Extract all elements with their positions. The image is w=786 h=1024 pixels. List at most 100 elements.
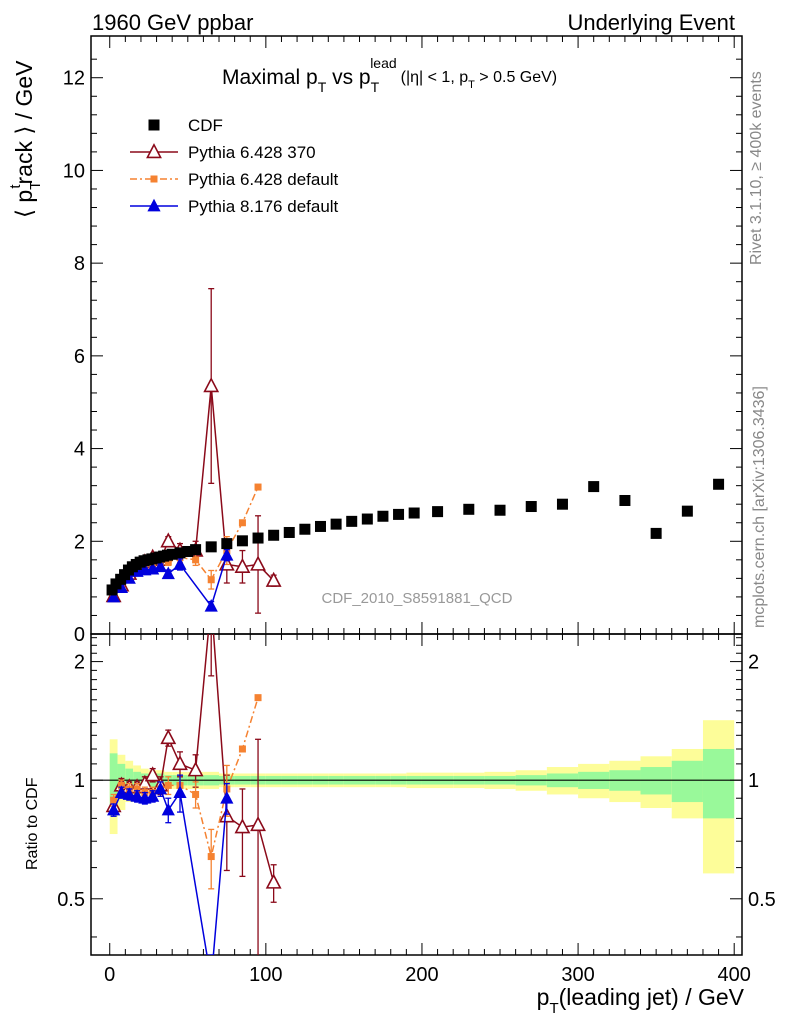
data-point [207, 576, 215, 584]
legend-label: CDF [188, 116, 223, 135]
uncertainty-bands [109, 720, 735, 874]
data-point [377, 510, 389, 522]
data-point [164, 558, 172, 566]
data-point [107, 589, 121, 603]
data-point [220, 547, 234, 561]
data-point [238, 519, 246, 527]
y-tick-label: 10 [63, 160, 85, 182]
title-sub2: T [371, 79, 380, 95]
ratio-tick-label: 0.5 [57, 889, 85, 911]
ylabel-sup: t [7, 184, 24, 189]
data-point [283, 526, 295, 538]
legend: CDF Pythia 6.428 370 Pythia 6.428 default P… [130, 116, 339, 216]
band-inner [109, 753, 118, 813]
data-point [619, 494, 631, 506]
plot-title: Maximal pT vs pTlead(|η| < 1, pT > 0.5 G… [222, 55, 557, 95]
data-point [153, 559, 168, 573]
ratio-frame [90, 633, 743, 956]
data-point [133, 785, 141, 793]
data-point [713, 478, 725, 490]
data-point [238, 745, 246, 753]
x-tick-label: 100 [249, 964, 282, 986]
data-point [114, 785, 129, 799]
data-point [252, 532, 264, 544]
data-point [268, 529, 280, 541]
data-point [107, 802, 121, 816]
legend-label: Pythia 8.176 default [188, 197, 339, 216]
data-point [346, 515, 358, 527]
data-point [110, 796, 118, 804]
header-left: 1960 GeV ppbar [92, 10, 253, 35]
ratio-tick-label-right: 1 [748, 770, 759, 792]
title-sup2: lead [370, 55, 396, 71]
title-sub1: T [318, 79, 327, 95]
y-tick-label: 12 [63, 68, 85, 90]
xlabel-a: p [537, 984, 550, 1010]
series-line [112, 787, 228, 955]
data-point [408, 507, 420, 519]
title-cond-sub: T [468, 79, 475, 91]
data-point [236, 535, 248, 547]
data-point [254, 483, 262, 491]
data-point [393, 508, 405, 520]
x-tick-label: 0 [104, 964, 115, 986]
data-point [166, 548, 178, 560]
data-point [254, 694, 262, 702]
data-point [556, 498, 568, 510]
y-tick-label: 6 [74, 346, 85, 368]
data-point [463, 503, 475, 515]
band-inner [671, 760, 703, 803]
data-point [160, 532, 177, 548]
title-cond-a: (|η| < 1, p [401, 69, 469, 86]
y-tick-label: 2 [74, 531, 85, 553]
ratio-tick-label-right: 0.5 [748, 889, 776, 911]
legend-label: Pythia 6.428 370 [188, 143, 316, 162]
data-point [681, 505, 693, 517]
data-point [187, 761, 204, 777]
data-point [190, 544, 202, 556]
data-point [203, 377, 220, 393]
analysis-watermark: CDF_2010_S8591881_QCD [322, 590, 513, 607]
ratio-tick-label: 2 [74, 652, 85, 674]
y-tick-label: 8 [74, 253, 85, 275]
y-axis-label: ⟨ pTtrack ⟩ / GeV [7, 60, 44, 218]
data-point [314, 520, 326, 532]
band-inner [702, 748, 735, 819]
data-point [106, 584, 118, 596]
data-point [146, 789, 160, 802]
data-point [432, 506, 444, 518]
legend-entry: Pythia 6.428 370 [130, 143, 316, 162]
data-point [173, 557, 187, 570]
data-point [130, 789, 144, 802]
data-point [172, 754, 188, 771]
data-point [221, 538, 233, 550]
data-point [146, 143, 162, 159]
data-point [650, 527, 662, 539]
y-tick-label: 4 [74, 439, 85, 461]
ratio-tick-label: 1 [74, 770, 85, 792]
data-point [494, 504, 506, 516]
main-panel: 0 2 4 6 8 10 12 [63, 35, 743, 646]
ylabel-a: ⟨ p [11, 190, 37, 218]
data-point [220, 791, 234, 804]
legend-label: Pythia 6.428 default [188, 170, 339, 189]
data-point [207, 853, 215, 861]
data-point [173, 785, 187, 799]
data-point [161, 802, 175, 816]
series-pythia-8-176-default [107, 774, 234, 955]
data-point [122, 787, 136, 800]
series-cdf [106, 478, 725, 596]
data-point [117, 781, 125, 789]
data-point [150, 175, 158, 183]
data-point [164, 781, 172, 789]
ratio-y-axis-label: Ratio to CDF [24, 777, 41, 870]
data-point [330, 518, 342, 530]
header-right: Underlying Event [567, 10, 735, 35]
x-tick-label: 300 [561, 964, 594, 986]
data-point [250, 555, 266, 571]
data-point [205, 541, 217, 553]
ylabel-sub: T [27, 181, 44, 190]
title-mid: vs p [326, 66, 370, 89]
data-point [160, 729, 177, 745]
